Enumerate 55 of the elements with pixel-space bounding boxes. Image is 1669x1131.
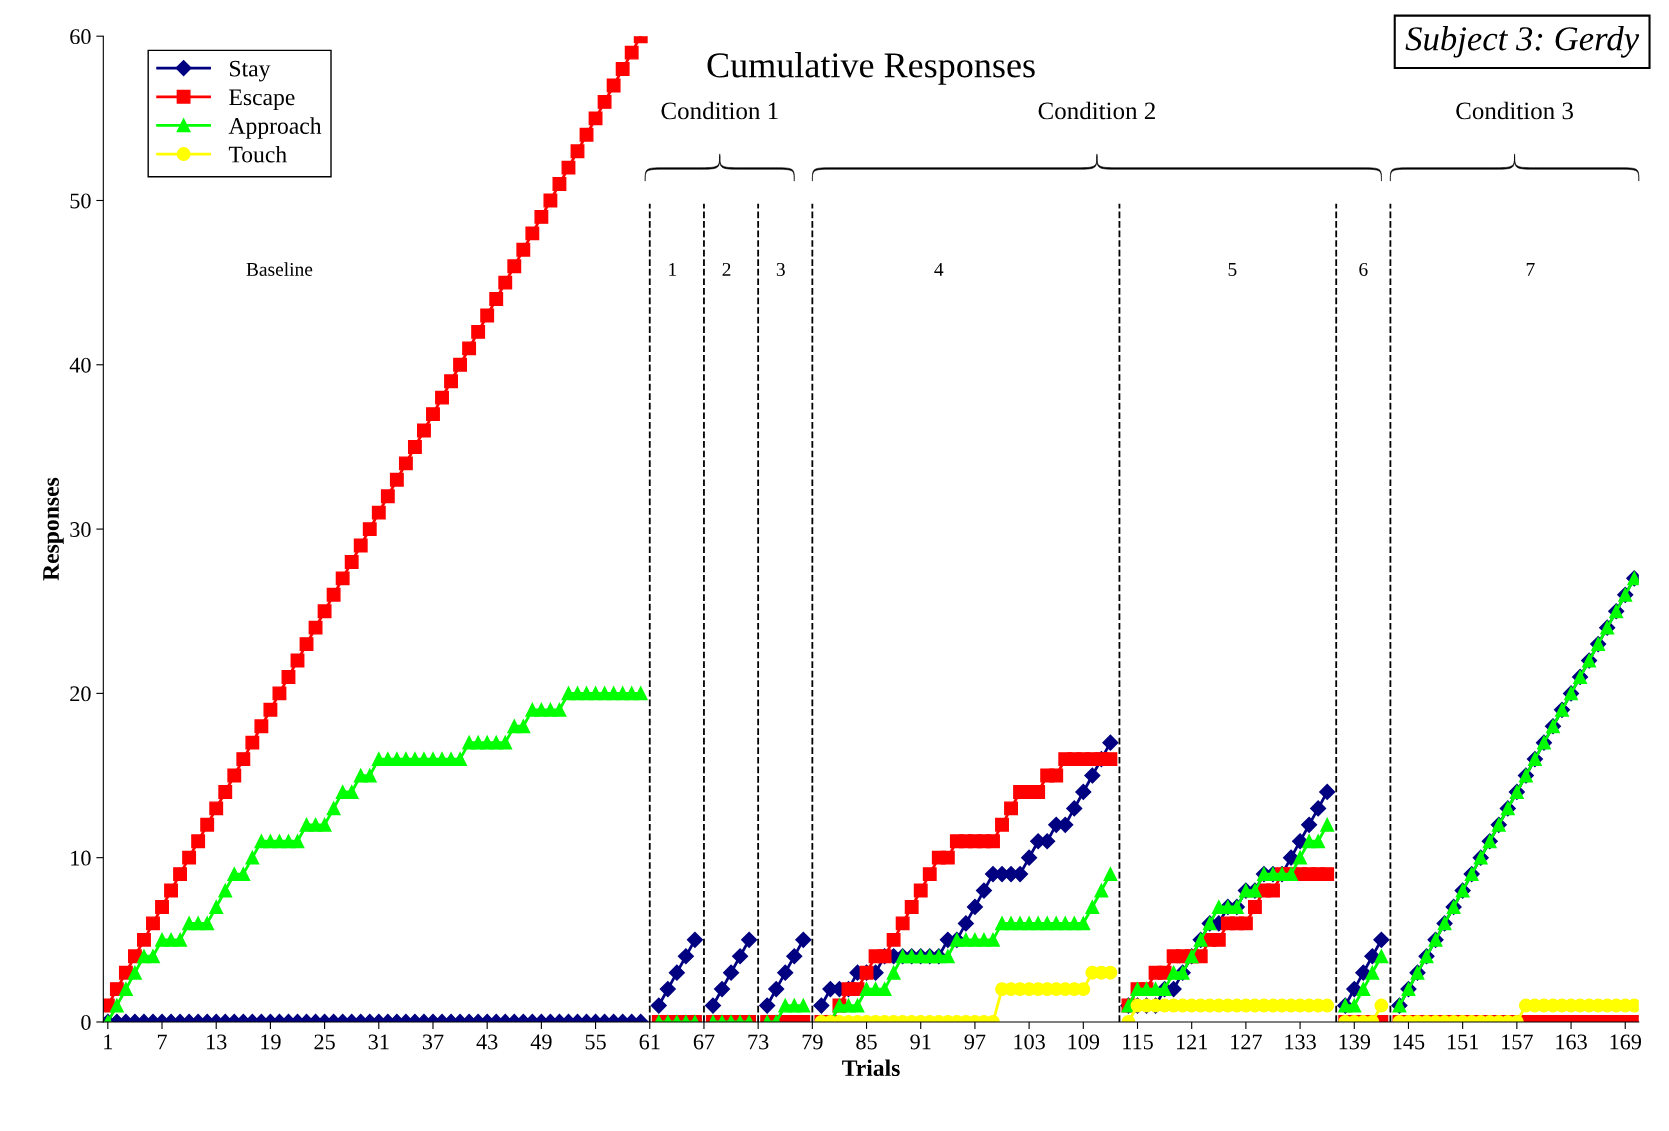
x-tick-label: 7 xyxy=(157,1034,167,1050)
x-tick-label: 151 xyxy=(1447,1034,1478,1050)
x-tick-label: 73 xyxy=(748,1034,769,1050)
legend-label: Stay xyxy=(230,60,271,82)
annotation: Baseline xyxy=(246,262,313,276)
y-tick-label: 30 xyxy=(70,522,91,538)
y-tick-label: 10 xyxy=(71,850,91,866)
x-tick-label: 121 xyxy=(1176,1034,1208,1050)
y-axis-title: Responses xyxy=(43,477,64,581)
annotation: Condition 1 xyxy=(661,101,778,120)
annotation: 5 xyxy=(1228,263,1237,276)
annotation: 6 xyxy=(1359,262,1368,276)
annotation: 7 xyxy=(1526,263,1535,276)
y-tick-label: 20 xyxy=(70,686,91,702)
legend-label: Escape xyxy=(229,89,295,111)
y-tick-label: 50 xyxy=(70,193,91,209)
x-tick-label: 19 xyxy=(261,1034,281,1050)
x-tick-label: 163 xyxy=(1556,1034,1587,1050)
y-tick-label: 40 xyxy=(69,357,91,373)
y-tick-label: 60 xyxy=(70,29,91,45)
x-tick-label: 43 xyxy=(476,1034,498,1050)
annotation: Condition 2 xyxy=(1038,101,1155,120)
annotation: Condition 3 xyxy=(1456,101,1573,120)
x-tick-label: 13 xyxy=(207,1034,227,1050)
legend-label: Approach xyxy=(228,117,322,139)
annotation: Subject 3: Gerdy xyxy=(1405,26,1640,58)
x-tick-label: 103 xyxy=(1014,1034,1045,1050)
x-tick-label: 97 xyxy=(964,1034,986,1050)
x-tick-label: 157 xyxy=(1502,1034,1533,1050)
x-tick-label: 85 xyxy=(856,1034,877,1050)
x-tick-label: 49 xyxy=(530,1034,552,1050)
x-tick-label: 1 xyxy=(104,1034,113,1050)
x-tick-label: 91 xyxy=(910,1034,931,1050)
x-tick-label: 115 xyxy=(1123,1034,1153,1050)
annotation: 2 xyxy=(722,262,731,276)
x-tick-label: 37 xyxy=(422,1034,444,1050)
chart-title: Cumulative Responses xyxy=(707,52,1035,85)
x-tick-label: 169 xyxy=(1610,1034,1641,1050)
annotation: 4 xyxy=(934,262,944,276)
legend-label: Touch xyxy=(228,145,287,163)
y-tick-label: 0 xyxy=(81,1014,91,1030)
x-tick-label: 67 xyxy=(693,1034,715,1050)
x-tick-label: 25 xyxy=(314,1034,335,1050)
x-axis-title: Trials xyxy=(842,1059,900,1077)
x-tick-label: 31 xyxy=(368,1034,389,1050)
annotation: 1 xyxy=(669,262,677,276)
x-tick-label: 79 xyxy=(802,1034,823,1050)
x-tick-label: 127 xyxy=(1231,1034,1262,1050)
x-tick-label: 133 xyxy=(1285,1034,1316,1050)
x-tick-label: 139 xyxy=(1339,1034,1371,1050)
x-tick-label: 145 xyxy=(1393,1034,1425,1050)
annotation: 3 xyxy=(776,262,785,276)
x-tick-label: 61 xyxy=(639,1034,660,1050)
x-tick-label: 55 xyxy=(585,1034,606,1050)
x-tick-label: 109 xyxy=(1068,1034,1100,1050)
